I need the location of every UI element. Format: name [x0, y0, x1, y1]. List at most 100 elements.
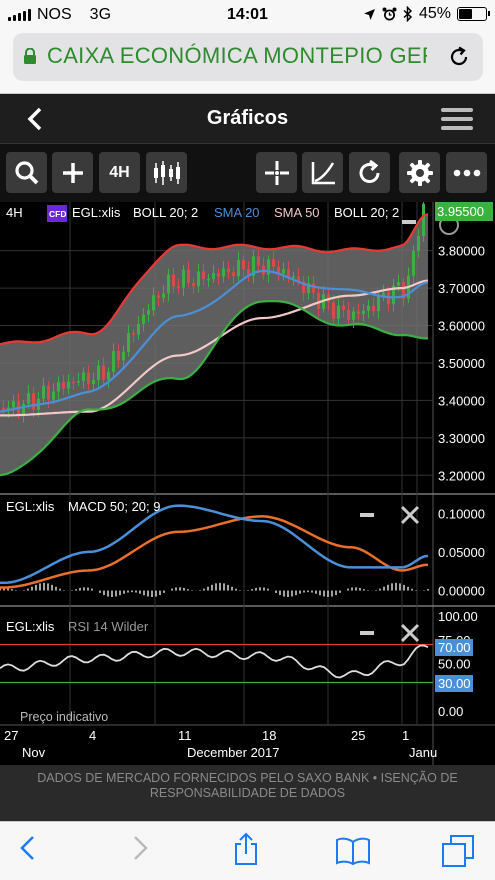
- candle-body: [162, 293, 165, 298]
- share-icon[interactable]: [232, 832, 260, 866]
- gear-icon: [406, 159, 433, 186]
- candle-body: [422, 203, 425, 236]
- candle-body: [102, 365, 105, 380]
- candle-body: [272, 259, 275, 267]
- current-price-tag: [435, 202, 493, 221]
- candle-body: [97, 365, 100, 380]
- candle-body: [122, 351, 125, 361]
- data-disclaimer[interactable]: DADOS DE MERCADO FORNECIDOS PELO SAXO BA…: [0, 765, 495, 821]
- status-bar: NOS 3G 14:01 45%: [0, 0, 495, 30]
- reload-icon[interactable]: [447, 45, 471, 69]
- candle-body: [207, 278, 210, 281]
- app-navbar: Gráficos: [0, 94, 495, 144]
- curve-tool-icon: [311, 161, 335, 184]
- rsi-legend-study: RSI 14 Wilder: [68, 619, 149, 634]
- rsi-lower-tag: [435, 675, 473, 692]
- candle-body: [142, 314, 145, 324]
- month-label-january: Janu: [409, 745, 437, 760]
- candle-body: [67, 381, 70, 389]
- macd-line: [0, 504, 429, 585]
- bollinger-upper-line: [0, 213, 429, 346]
- rsi-axis-tick: 0.00: [438, 704, 463, 719]
- candle-body: [417, 235, 420, 251]
- rsi-upper-tag: [435, 639, 473, 656]
- candle-body: [2, 407, 5, 411]
- hamburger-menu-icon[interactable]: [441, 107, 473, 131]
- chart-type-button[interactable]: [146, 152, 187, 193]
- candle-body: [22, 403, 25, 415]
- x-axis-day-tick: 25: [351, 728, 365, 743]
- more-dots-icon: [453, 169, 480, 176]
- candle-body: [32, 393, 35, 410]
- candle-body: [157, 295, 160, 298]
- candle-body: [152, 295, 155, 311]
- signal-icon: [8, 9, 31, 21]
- candle-body: [82, 372, 85, 381]
- tabs-icon[interactable]: [441, 834, 475, 868]
- cfd-badge-label: CFD: [49, 209, 66, 219]
- candle-body: [147, 310, 150, 315]
- candle-body: [402, 282, 405, 299]
- chart-area[interactable]: 4H CFD EGL:xlis BOLL 20; 2 SMA 20 SMA 50…: [0, 202, 495, 765]
- legend-sma20: SMA 20: [214, 205, 260, 220]
- address-bar[interactable]: CAIXA ECONÓMICA MONTEPIO GERAL: [13, 33, 483, 81]
- macd-axis-tick: 0.05000: [438, 545, 485, 560]
- rsi-minimize-icon[interactable]: [360, 631, 374, 635]
- refresh-button[interactable]: [349, 152, 390, 193]
- candle-body: [187, 269, 190, 283]
- month-label-nov: Nov: [22, 745, 46, 760]
- url-text[interactable]: CAIXA ECONÓMICA MONTEPIO GERAL: [47, 43, 427, 68]
- candle-body: [307, 283, 310, 294]
- candle-body: [367, 305, 370, 311]
- browser-back-icon[interactable]: [18, 834, 38, 862]
- page-title: Gráficos: [206, 107, 289, 129]
- candle-body: [222, 268, 225, 277]
- macd-signal-line: [0, 515, 429, 589]
- bookmarks-icon[interactable]: [335, 836, 371, 866]
- search-button[interactable]: [6, 152, 47, 193]
- candlestick-icon: [153, 160, 180, 185]
- current-price-label: 3.95500: [437, 204, 484, 219]
- crosshair-button[interactable]: [256, 152, 297, 193]
- rsi-close-icon[interactable]: [400, 623, 420, 643]
- macd-minimize-icon[interactable]: [360, 513, 374, 517]
- timeframe-button[interactable]: 4H: [99, 152, 140, 193]
- network-label: 3G: [89, 6, 112, 23]
- candle-body: [287, 269, 290, 278]
- legend-timeframe: 4H: [6, 205, 23, 220]
- browser-forward-icon[interactable]: [130, 834, 150, 862]
- candle-body: [282, 269, 285, 274]
- candle-body: [172, 274, 175, 287]
- bluetooth-icon: [403, 6, 413, 22]
- location-icon: [363, 8, 375, 20]
- back-icon[interactable]: [24, 106, 46, 132]
- candle-body: [377, 296, 380, 312]
- candle-body: [107, 371, 110, 380]
- rsi-axis-tick: 100.00: [438, 609, 478, 624]
- drawing-tools-button[interactable]: [302, 152, 343, 193]
- macd-legend-study: MACD 50; 20; 9: [68, 499, 161, 514]
- price-axis-tick: 3.40000: [438, 393, 485, 408]
- candle-body: [112, 351, 115, 372]
- candle-body: [237, 259, 240, 277]
- price-axis-tick: 3.60000: [438, 319, 485, 334]
- browser-address-area: CAIXA ECONÓMICA MONTEPIO GERAL: [0, 30, 495, 94]
- candle-body: [47, 385, 50, 400]
- candle-body: [27, 393, 30, 404]
- sma50-line: [0, 279, 429, 417]
- candle-body: [332, 302, 335, 319]
- macd-close-icon[interactable]: [400, 505, 420, 525]
- settings-button[interactable]: [399, 152, 440, 193]
- price-panel-minimize-icon[interactable]: [402, 220, 416, 224]
- candle-body: [212, 273, 215, 279]
- candle-body: [382, 292, 385, 297]
- sma20-line: [0, 269, 429, 413]
- add-instrument-button[interactable]: [52, 152, 93, 193]
- lock-icon: [24, 48, 36, 64]
- more-options-button[interactable]: [446, 152, 487, 193]
- candle-body: [92, 379, 95, 384]
- price-chart-svg[interactable]: 4H CFD EGL:xlis BOLL 20; 2 SMA 20 SMA 50…: [0, 202, 495, 765]
- rsi-line: [0, 644, 429, 679]
- candle-body: [267, 259, 270, 275]
- battery-label: 45%: [418, 5, 451, 22]
